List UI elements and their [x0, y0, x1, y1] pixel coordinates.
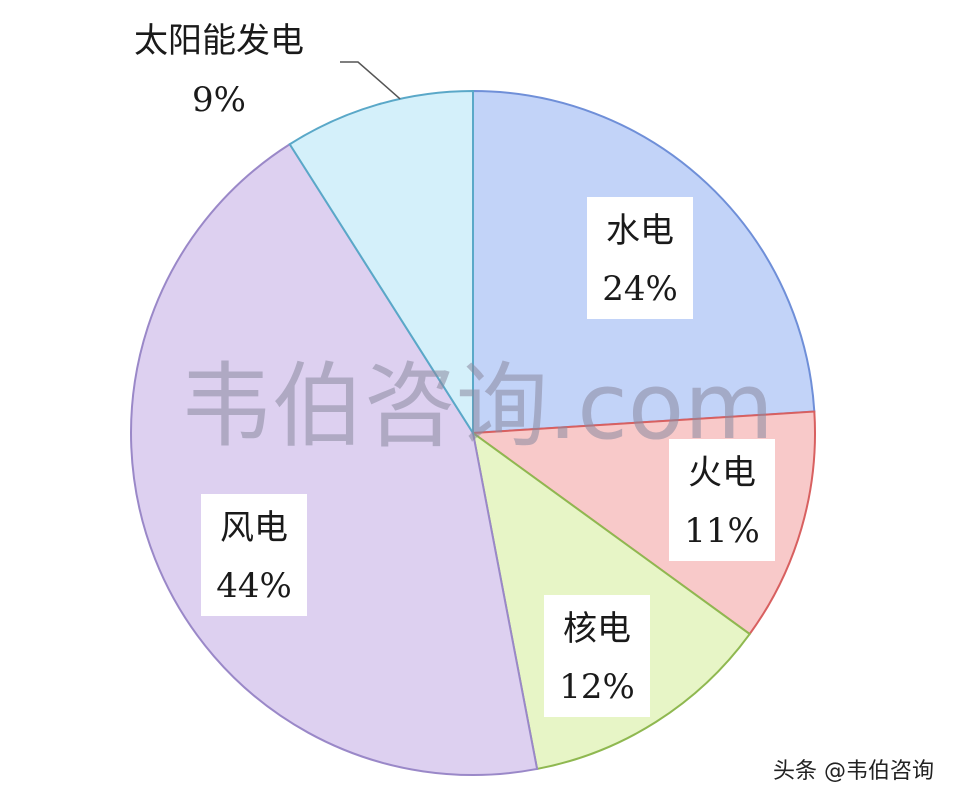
- watermark-text: 韦伯咨询.com: [180, 353, 774, 460]
- slice-label-2: 核电 12%: [544, 595, 650, 717]
- label-box: [587, 197, 693, 319]
- footer-attribution: 头条 @韦伯咨询: [773, 759, 934, 784]
- slice-value: 44%: [216, 566, 292, 606]
- leader-line: [340, 61, 401, 100]
- pie-slice-4: [288, 89, 474, 437]
- slice-labels: 水电 24% 火电 11% 核电 12% 风电 44% 太阳能发电 9%: [134, 21, 775, 717]
- label-box: [544, 595, 650, 717]
- slice-name: 水电: [606, 211, 674, 251]
- slice-label-4: 太阳能发电 9%: [134, 21, 401, 120]
- slice-name: 火电: [688, 453, 756, 493]
- pie-slice-3: [130, 142, 539, 776]
- slice-value: 11%: [684, 511, 760, 551]
- slice-label-3: 风电 44%: [201, 494, 307, 616]
- slice-name: 太阳能发电: [134, 21, 304, 61]
- slice-name: 核电: [563, 609, 631, 649]
- slice-value: 12%: [559, 667, 635, 707]
- label-box: [669, 439, 775, 561]
- slice-value: 9%: [192, 80, 246, 120]
- label-box: [201, 494, 307, 616]
- slice-value: 24%: [602, 269, 678, 309]
- slice-label-1: 火电 11%: [669, 439, 775, 561]
- slice-name: 风电: [220, 508, 288, 548]
- slice-label-0: 水电 24%: [587, 197, 693, 319]
